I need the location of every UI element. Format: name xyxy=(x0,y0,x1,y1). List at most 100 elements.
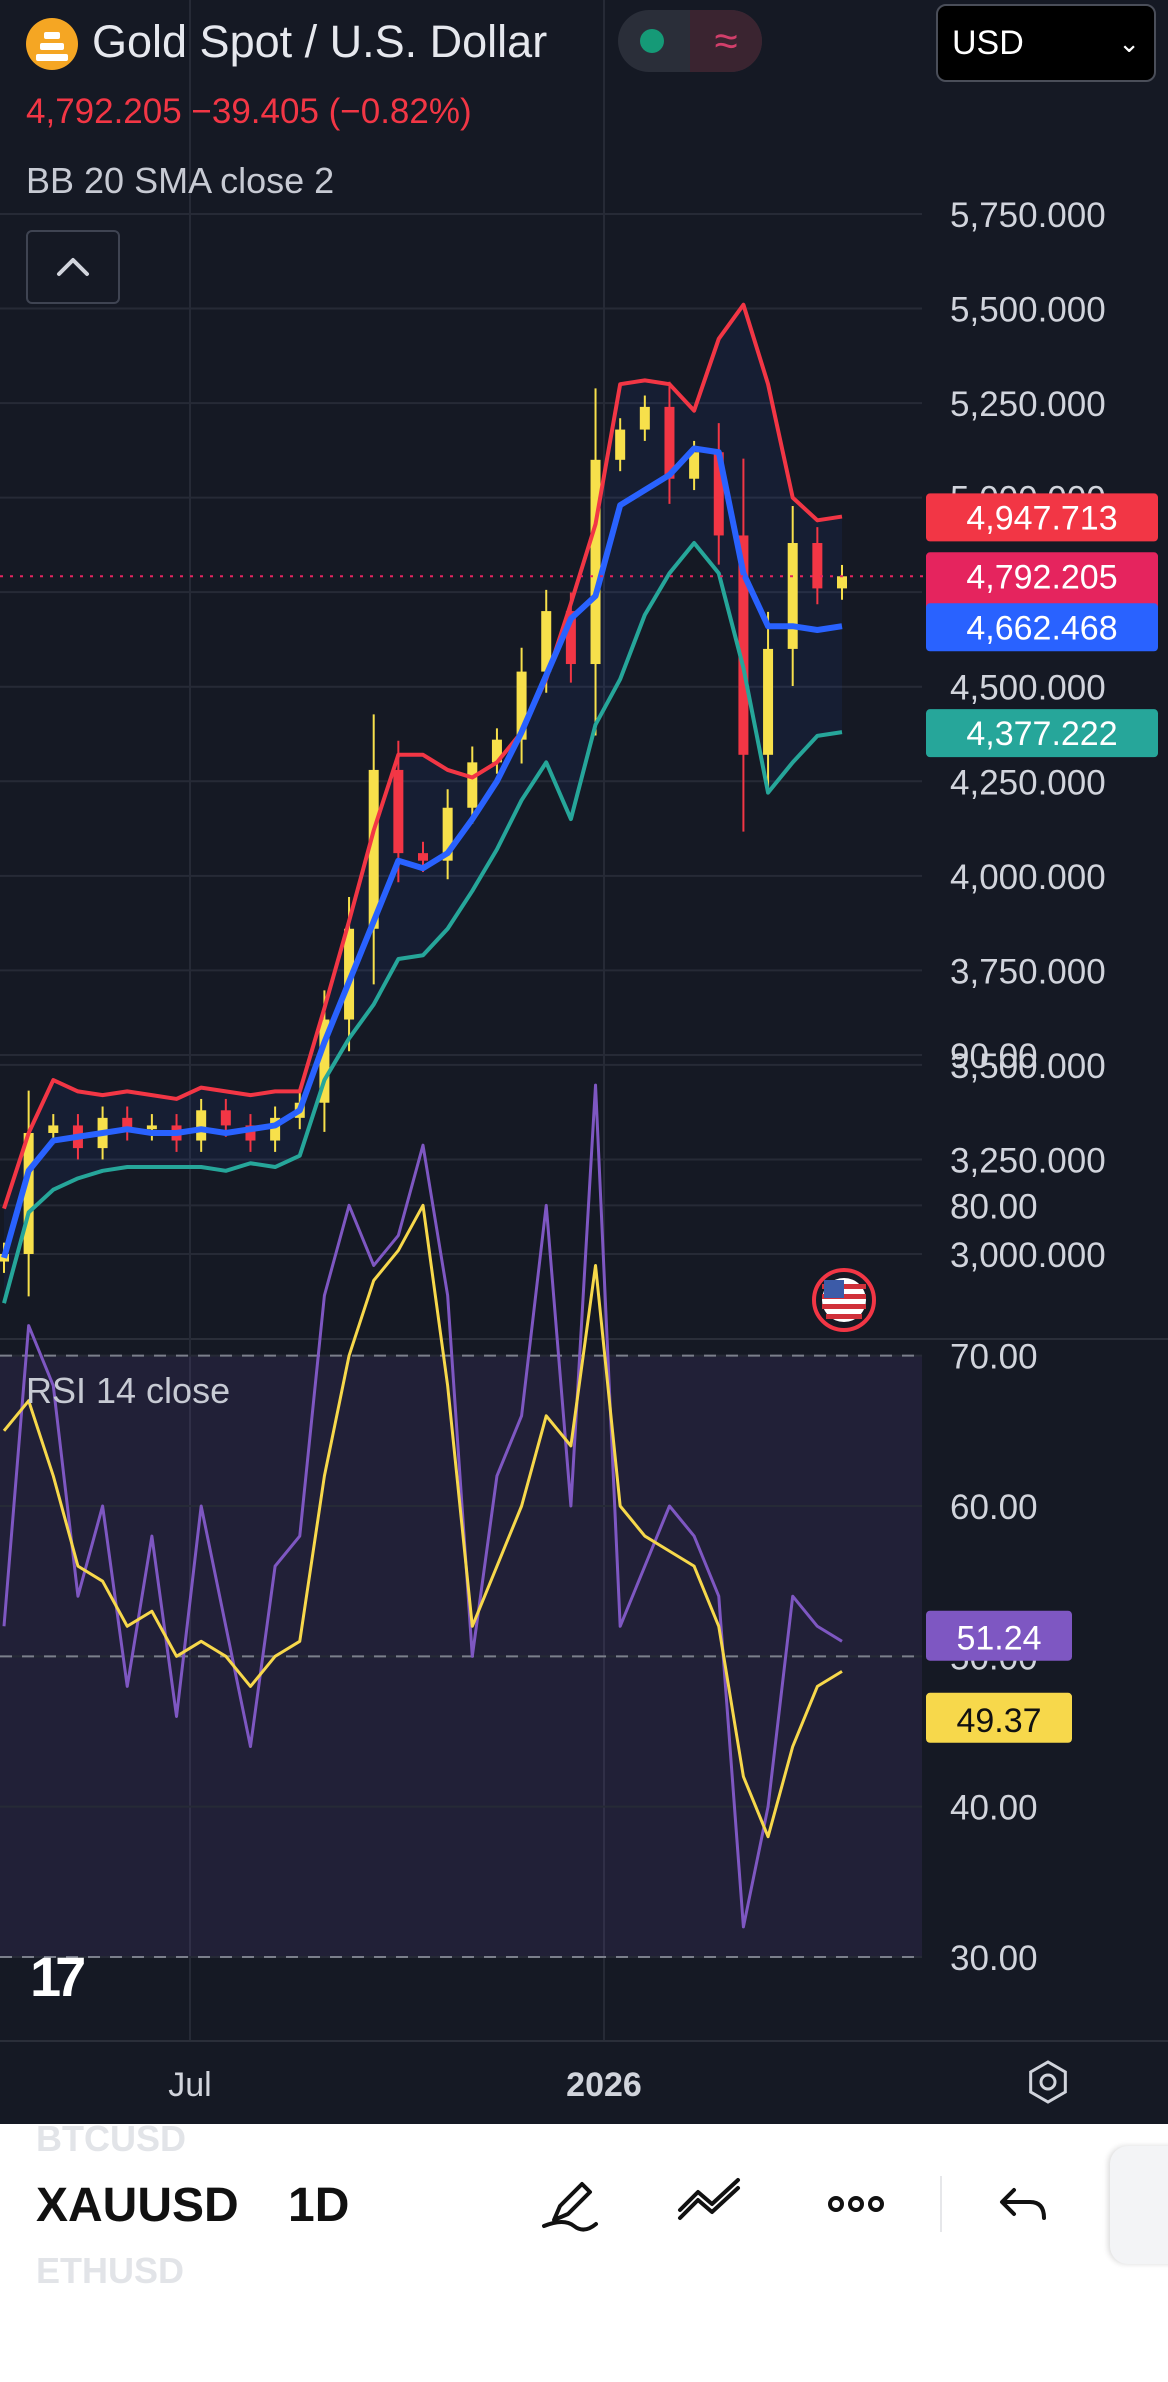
trend-line-icon xyxy=(678,2178,740,2220)
price-axis-tick: 3,250.000 xyxy=(950,1141,1106,1180)
candle-body xyxy=(319,1019,330,1103)
candle-body xyxy=(763,648,774,755)
symbol-title[interactable]: Gold Spot / U.S. Dollar xyxy=(92,16,548,67)
chart-area[interactable] xyxy=(0,0,1168,2124)
candle-body xyxy=(590,459,601,665)
draw-button[interactable] xyxy=(530,2168,610,2240)
time-axis-tick: 2026 xyxy=(566,2066,642,2104)
upper-band-tag xyxy=(926,493,1158,542)
rsi-axis-tick: 70.00 xyxy=(950,1338,1038,1377)
candle-body xyxy=(48,1125,59,1133)
rsi-grid xyxy=(0,1054,922,1958)
delayed-data-icon: ≈ xyxy=(690,10,762,72)
candle-body xyxy=(23,1132,34,1254)
chevron-down-icon: ⌄ xyxy=(1118,28,1140,58)
symbol-prev[interactable]: BTCUSD xyxy=(36,2118,186,2159)
undo-icon xyxy=(1000,2188,1046,2220)
tradingview-logo: 17 xyxy=(30,1945,86,2008)
rsi-indicator-label[interactable]: RSI 14 close xyxy=(26,1370,231,1411)
settings-icon-center xyxy=(1039,2073,1057,2091)
rsi-line xyxy=(2,1083,843,1929)
candle-body xyxy=(516,671,527,740)
candle-body xyxy=(615,429,626,460)
candle-body xyxy=(837,576,847,589)
candle-body xyxy=(245,1125,256,1141)
market-open-icon xyxy=(640,29,664,53)
gold-logo-icon xyxy=(26,18,78,70)
rsi-ma-value-tag xyxy=(926,1692,1072,1743)
basis-tag xyxy=(926,603,1158,652)
rsi-value-text: 51.24 xyxy=(956,1620,1041,1658)
chevron-up-icon xyxy=(57,258,89,276)
upper-band-text: 4,947.713 xyxy=(966,499,1117,537)
last-price-text: 4,792.205 xyxy=(966,558,1117,596)
candle-body xyxy=(393,769,404,854)
rsi-ma-value-text: 49.37 xyxy=(956,1702,1041,1740)
candle-body xyxy=(368,769,379,929)
symbol-next[interactable]: ETHUSD xyxy=(36,2250,185,2291)
rsi-axis-tick: 30.00 xyxy=(950,1939,1038,1978)
more-icon xyxy=(828,2196,884,2212)
time-axis-tick: Jul xyxy=(168,2066,211,2104)
currency-select[interactable]: USD ⌄ xyxy=(936,4,1156,82)
candle-body xyxy=(664,406,675,479)
us-economic-event-icon[interactable] xyxy=(812,1268,876,1332)
candle-body xyxy=(689,452,700,479)
price-axis-tick: 4,500.000 xyxy=(950,669,1106,708)
candle-body xyxy=(491,739,502,763)
price-axis-tick: 5,500.000 xyxy=(950,291,1106,330)
price-axis-tick: 3,000.000 xyxy=(950,1236,1106,1275)
basis-line xyxy=(1,445,843,1259)
price-axis-tick: 5,250.000 xyxy=(950,385,1106,424)
toolbar-divider xyxy=(940,2176,942,2232)
bollinger-fill xyxy=(4,304,842,1304)
collapse-indicators-button[interactable] xyxy=(26,230,120,304)
lower-band-line xyxy=(2,541,843,1304)
price-change: 4,792.205 −39.405 (−0.82%) xyxy=(26,92,472,131)
price-axis-tick: 5,750.000 xyxy=(950,196,1106,235)
market-status-pill[interactable]: ≈ xyxy=(618,10,762,72)
upper-band-line xyxy=(2,302,843,1210)
rsi-value-tag xyxy=(926,1610,1072,1661)
price-axis-tick: 4,250.000 xyxy=(950,763,1106,802)
time-axis-divider xyxy=(0,2040,1168,2042)
rsi-ma-line xyxy=(2,1203,843,1839)
more-button[interactable] xyxy=(816,2168,896,2240)
candle-body xyxy=(270,1117,281,1141)
undo-button[interactable] xyxy=(984,2168,1064,2240)
candle-body xyxy=(738,535,749,755)
basis-text: 4,662.468 xyxy=(966,609,1117,647)
rsi-axis-tick: 80.00 xyxy=(950,1187,1038,1226)
price-axis-tick: 3,750.000 xyxy=(950,952,1106,991)
axis-labels: 5,750.0005,500.0005,250.0005,000.0004,75… xyxy=(168,196,1158,2104)
lower-band-text: 4,377.222 xyxy=(966,715,1117,753)
lower-band-tag xyxy=(926,709,1158,758)
candle-body xyxy=(467,762,478,808)
rsi-axis-tick: 90.00 xyxy=(950,1037,1038,1076)
candle-body xyxy=(146,1125,157,1130)
rsi-axis-tick: 40.00 xyxy=(950,1789,1038,1828)
chart-marks xyxy=(0,302,928,1929)
bottom-toolbar xyxy=(0,2124,1168,2382)
candle-body xyxy=(639,406,650,430)
candle-body xyxy=(812,543,823,589)
candle-body xyxy=(220,1110,231,1126)
draw-icon xyxy=(542,2182,598,2232)
price-axis-tick: 3,500.000 xyxy=(950,1047,1106,1086)
candle-body xyxy=(541,611,552,672)
candle-body xyxy=(418,853,428,861)
candle-body xyxy=(442,807,453,861)
more-tools-panel[interactable] xyxy=(1110,2146,1168,2264)
trend-line-button[interactable] xyxy=(670,2168,750,2240)
bollinger-indicator-label[interactable]: BB 20 SMA close 2 xyxy=(26,160,335,201)
currency-value: USD xyxy=(952,24,1024,62)
candle-body xyxy=(122,1117,133,1130)
symbol-current[interactable]: XAUUSD xyxy=(36,2179,239,2232)
chart-svg: 5,750.0005,500.0005,250.0005,000.0004,75… xyxy=(0,0,1168,2104)
rsi-axis-tick: 60.00 xyxy=(950,1488,1038,1527)
candle-body xyxy=(787,543,798,649)
candle-body xyxy=(713,452,724,536)
interval-button[interactable]: 1D xyxy=(288,2179,350,2232)
settings-icon xyxy=(1029,2060,1067,2104)
price-axis-tick: 4,000.000 xyxy=(950,858,1106,897)
